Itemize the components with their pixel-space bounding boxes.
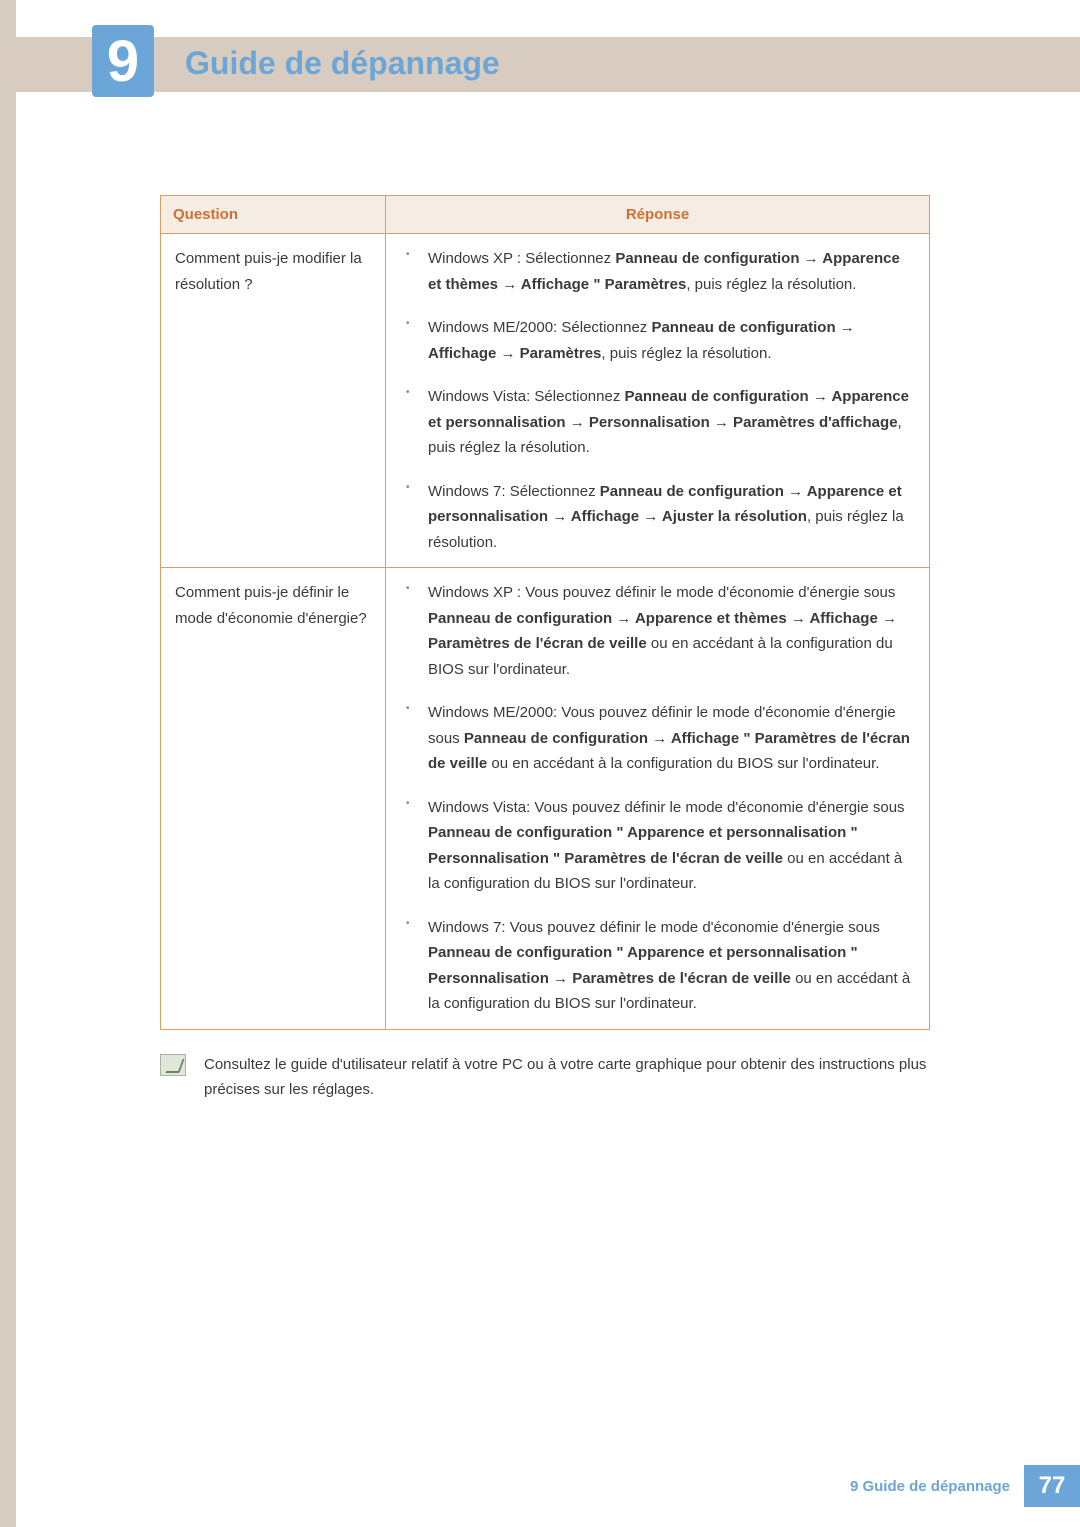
question-cell: Comment puis-je définir le mode d'économ… [161,568,386,1030]
answer-item: Windows XP : Vous pouvez définir le mode… [400,580,915,682]
answer-item: Windows 7: Sélectionnez Panneau de confi… [400,479,915,556]
answer-cell: Windows XP : Sélectionnez Panneau de con… [386,234,930,568]
answer-prefix: Windows Vista: Sélectionnez [428,388,625,405]
table-row: Comment puis-je modifier la résolution ?… [161,234,930,568]
table-row: Comment puis-je définir le mode d'économ… [161,568,930,1030]
answer-prefix: Windows ME/2000: Sélectionnez [428,319,651,336]
answer-item: Windows Vista: Sélectionnez Panneau de c… [400,384,915,461]
note-icon [160,1054,186,1076]
answer-tail: ou en accédant à la configuration du BIO… [487,755,879,772]
answer-prefix: Windows XP : Vous pouvez définir le mode… [428,584,895,601]
header-response: Réponse [386,196,930,234]
qa-table: Question Réponse Comment puis-je modifie… [160,195,930,1030]
header-question: Question [161,196,386,234]
answer-item: Windows XP : Sélectionnez Panneau de con… [400,246,915,297]
answer-item: Windows Vista: Vous pouvez définir le mo… [400,795,915,897]
answer-cell: Windows XP : Vous pouvez définir le mode… [386,568,930,1030]
chapter-title: Guide de dépannage [185,45,500,82]
answer-item: Windows ME/2000: Sélectionnez Panneau de… [400,315,915,366]
footer: 9 Guide de dépannage 77 [850,1465,1080,1507]
answer-tail: , puis réglez la résolution. [686,276,856,293]
note-text: Consultez le guide d'utilisateur relatif… [204,1052,930,1103]
note-row: Consultez le guide d'utilisateur relatif… [160,1052,930,1103]
answer-item: Windows 7: Vous pouvez définir le mode d… [400,915,915,1017]
answer-prefix: Windows 7: Vous pouvez définir le mode d… [428,919,880,936]
footer-text: 9 Guide de dépannage [850,1478,1010,1495]
answer-item: Windows ME/2000: Vous pouvez définir le … [400,700,915,777]
page-number: 77 [1024,1465,1080,1507]
header-bar [0,37,1080,92]
answer-tail: , puis réglez la résolution. [601,345,771,362]
chapter-number-box: 9 [92,25,154,97]
answer-prefix: Windows 7: Sélectionnez [428,483,600,500]
answer-prefix: Windows Vista: Vous pouvez définir le mo… [428,799,905,816]
answer-prefix: Windows XP : Sélectionnez [428,250,615,267]
content-area: Question Réponse Comment puis-je modifie… [160,195,930,1103]
question-cell: Comment puis-je modifier la résolution ? [161,234,386,568]
side-stripe [0,0,16,1527]
